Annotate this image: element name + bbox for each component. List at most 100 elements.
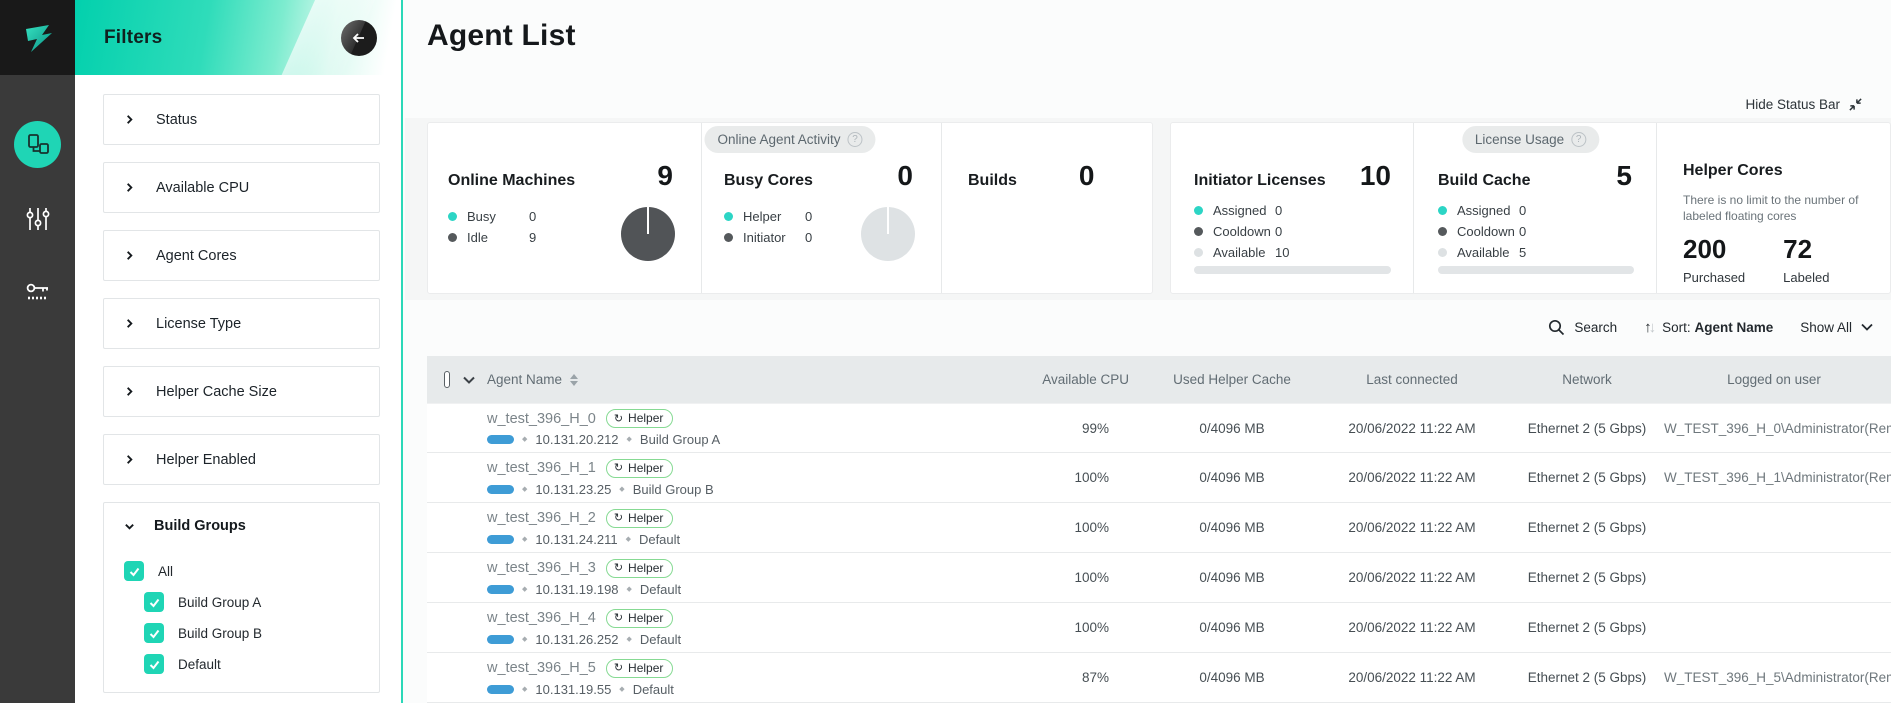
network-value: Ethernet 2 (5 Gbps) [1527, 470, 1647, 485]
separator-diamond-icon: ◆ [626, 635, 632, 643]
available-cpu-value: 99% [1081, 420, 1109, 436]
build-group-option-build-group-b[interactable]: Build Group B [144, 623, 379, 643]
busy-cores-legend: Helper 0 Initiator 0 [724, 206, 941, 248]
checkbox-checked[interactable] [144, 623, 164, 643]
search-button[interactable]: Search [1548, 319, 1617, 336]
search-label: Search [1574, 319, 1618, 335]
separator-diamond-icon: ◆ [522, 535, 528, 543]
legend-dot-icon [1438, 227, 1447, 236]
helper-refresh-icon: ↻ [613, 612, 624, 624]
helper-badge: ↻ Helper [605, 409, 674, 428]
info-icon[interactable]: ? [847, 132, 863, 147]
checkbox-checked[interactable] [124, 561, 144, 581]
available-cpu-value: 100% [1074, 570, 1109, 585]
build-group-option-default[interactable]: Default [144, 654, 379, 674]
build-group-option-build-group-a[interactable]: Build Group A [144, 592, 379, 612]
used-helper-cache-value: 0/4096 MB [1199, 470, 1265, 485]
agent-ip: 10.131.19.55 [535, 681, 612, 697]
legend-value: 0 [1519, 224, 1527, 239]
initiator-licenses-value: 10 [1359, 160, 1391, 191]
filter-section-license-type[interactable]: License Type [103, 298, 380, 349]
build-group-option-all[interactable]: All [124, 561, 379, 581]
column-header-available-cpu[interactable]: Available CPU [1042, 372, 1129, 387]
table-header: Agent Name Available CPU Used Helper Cac… [427, 356, 1891, 403]
collapse-filters-button[interactable] [341, 19, 377, 56]
table-row[interactable]: w_test_396_H_3 ↻ Helper ◆ 10.131.19.198 ◆ Defa… [427, 553, 1891, 603]
table-row[interactable]: w_test_396_H_4 ↻ Helper ◆ 10.131.26.252 ◆ Defa… [427, 603, 1891, 653]
filter-section-status[interactable]: Status [103, 94, 380, 145]
separator-diamond-icon: ◆ [626, 436, 632, 443]
agent-table: Agent Name Available CPU Used Helper Cac… [427, 356, 1891, 703]
available-cpu-value: 100% [1074, 620, 1109, 635]
checkbox-checked[interactable] [144, 592, 164, 612]
agent-group: Default [639, 581, 682, 597]
build-groups-section: Build Groups All Build Group A Build Group… [103, 502, 380, 693]
column-header-network[interactable]: Network [1562, 372, 1612, 387]
main-content: Agent List Hide Status Bar Online Agent … [405, 0, 1891, 703]
agent-group: Default [639, 631, 682, 647]
separator-diamond-icon: ◆ [522, 635, 528, 643]
checkbox-checked[interactable] [144, 654, 164, 674]
table-row[interactable]: w_test_396_H_1 ↻ Helper ◆ 10.131.23.25 ◆ Build… [427, 453, 1891, 503]
busy-cores-label: Busy Cores [724, 172, 813, 189]
column-header-logged-on-user[interactable]: Logged on user [1727, 372, 1821, 387]
filter-section-helper-cache-size[interactable]: Helper Cache Size [103, 366, 380, 417]
helper-badge: ↻ Helper [605, 508, 674, 528]
agent-name[interactable]: w_test_396_H_5 [487, 660, 596, 676]
sort-control[interactable]: ↑↓ Sort: Agent Name [1644, 319, 1773, 336]
used-helper-cache-value: 0/4096 MB [1199, 670, 1265, 685]
logged-on-user-value: W_TEST_396_H_1\Administrator(Rem [1664, 470, 1891, 485]
show-all-dropdown[interactable]: Show All [1800, 320, 1873, 335]
table-row[interactable]: w_test_396_H_2 ↻ Helper ◆ 10.131.24.211 ◆ Defa… [427, 503, 1891, 553]
available-cpu-value: 100% [1074, 520, 1109, 535]
agents-icon[interactable] [14, 121, 61, 168]
chevron-down-icon[interactable] [463, 376, 475, 384]
initiator-licenses-section: Initiator Licenses 10 Assigned 0 Cooldown 0… [1171, 123, 1413, 293]
helper-badge-label: Helper [628, 411, 664, 425]
chevron-down-icon [124, 521, 135, 532]
helper-badge-label: Helper [628, 560, 664, 575]
incredibuild-logo[interactable] [0, 0, 75, 75]
agent-ip: 10.131.24.211 [535, 531, 618, 547]
agent-name[interactable]: w_test_396_H_2 [487, 510, 596, 526]
helper-badge-label: Helper [628, 460, 664, 475]
column-header-used-helper-cache[interactable]: Used Helper Cache [1173, 372, 1291, 387]
agent-name[interactable]: w_test_396_H_1 [487, 460, 596, 476]
filter-section-helper-enabled[interactable]: Helper Enabled [103, 434, 380, 485]
table-row[interactable]: w_test_396_H_0 ↻ Helper ◆ 10.131.20.212 ◆ Buil… [427, 403, 1891, 453]
select-all-checkbox[interactable] [444, 371, 450, 388]
initiator-usage-progress-bar [1194, 266, 1391, 274]
agent-name[interactable]: w_test_396_H_3 [487, 560, 596, 576]
badge-label: Online Agent Activity [717, 132, 841, 147]
hide-status-bar-button[interactable]: Hide Status Bar [1745, 97, 1863, 112]
column-header-agent-name[interactable]: Agent Name [475, 372, 1007, 387]
license-key-icon[interactable] [14, 269, 61, 316]
filter-section-available-cpu[interactable]: Available CPU [103, 162, 380, 213]
separator-diamond-icon: ◆ [619, 685, 625, 693]
network-value: Ethernet 2 (5 Gbps) [1527, 670, 1647, 685]
hide-status-bar-label: Hide Status Bar [1745, 97, 1840, 112]
agent-status-pill [487, 534, 514, 544]
info-icon[interactable]: ? [1571, 132, 1587, 147]
legend-label: Initiator [743, 230, 786, 245]
legend-row: Initiator 0 [724, 227, 941, 248]
separator-diamond-icon: ◆ [619, 485, 625, 493]
network-value: Ethernet 2 (5 Gbps) [1527, 520, 1647, 535]
filters-header: Filters [75, 0, 401, 75]
separator-diamond-icon: ◆ [626, 585, 632, 593]
purchased-value: 200 [1683, 234, 1727, 265]
last-connected-value: 20/06/2022 11:22 AM [1348, 420, 1476, 436]
separator-diamond-icon: ◆ [522, 685, 528, 693]
filter-section-agent-cores[interactable]: Agent Cores [103, 230, 380, 281]
build-groups-header[interactable]: Build Groups [124, 518, 379, 534]
settings-sliders-icon[interactable] [14, 195, 61, 242]
legend-row: Busy 0 [448, 206, 701, 227]
table-row[interactable]: w_test_396_H_5 ↻ Helper ◆ 10.131.19.55 ◆ Defau… [427, 653, 1891, 703]
page-title: Agent List [427, 19, 576, 52]
network-value: Ethernet 2 (5 Gbps) [1527, 420, 1647, 436]
legend-dot-icon [724, 212, 733, 221]
agent-name[interactable]: w_test_396_H_0 [487, 410, 596, 427]
agent-name[interactable]: w_test_396_H_4 [487, 610, 596, 626]
chevron-right-icon [124, 182, 135, 193]
column-header-last-connected[interactable]: Last connected [1366, 372, 1458, 387]
